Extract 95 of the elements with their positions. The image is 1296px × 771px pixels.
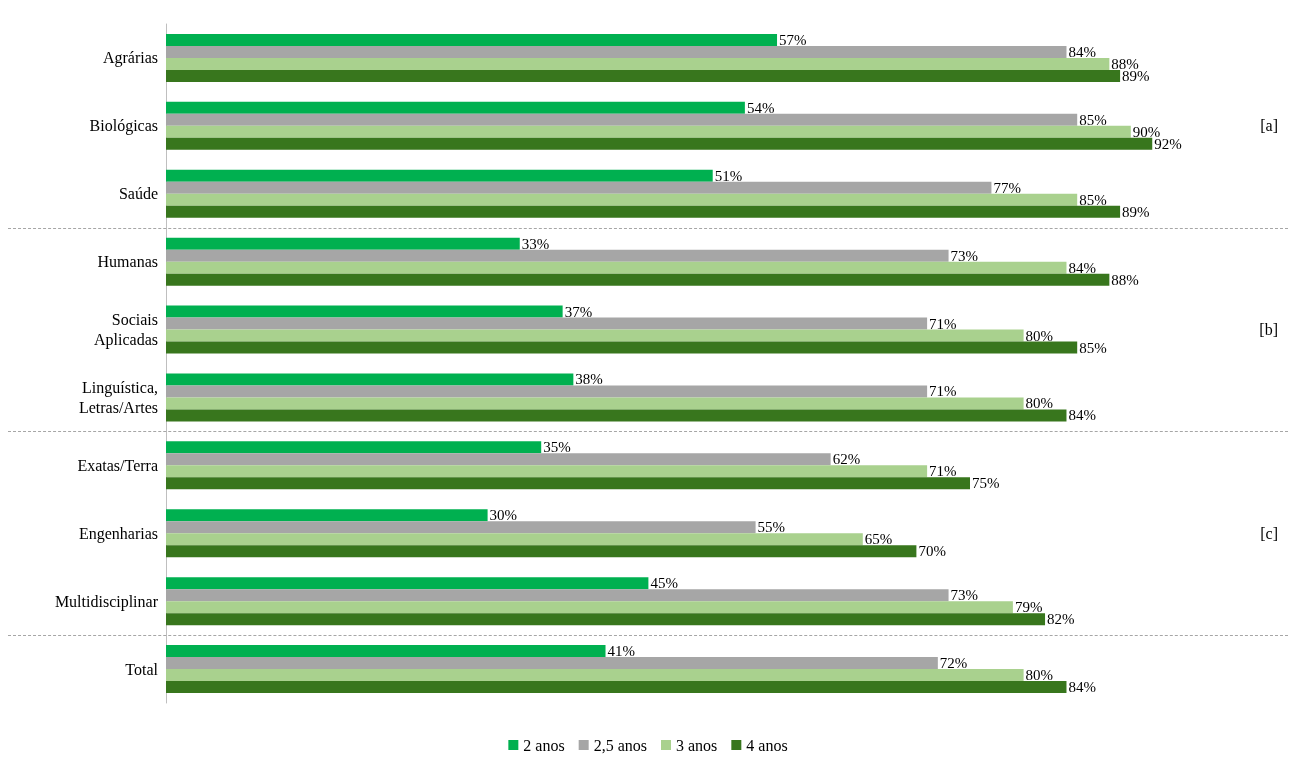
data-label: 90%	[1132, 123, 1161, 140]
y-tick-label: Multidisciplinar	[54, 592, 159, 611]
data-label: 88%	[1111, 271, 1139, 288]
data-label: 88%	[1111, 55, 1139, 72]
bar	[166, 601, 1013, 614]
text: [b]	[1259, 321, 1278, 339]
data-label: 73%	[950, 247, 979, 264]
data-label: 80%	[1025, 667, 1054, 684]
bar	[166, 249, 949, 262]
data-label: 30%	[489, 507, 518, 524]
y-tick-label: Exatas/Terra	[77, 456, 158, 474]
data-label: 85%	[1079, 339, 1107, 356]
bar	[166, 137, 1153, 150]
legend-label: 2 anos	[523, 736, 565, 754]
data-label: 73%	[950, 587, 979, 604]
data-label: 51%	[714, 167, 743, 184]
bar	[166, 577, 649, 590]
bar	[166, 261, 1067, 274]
bar	[166, 533, 863, 546]
bar	[166, 181, 992, 194]
bar	[166, 193, 1078, 206]
data-label: 77%	[993, 179, 1021, 196]
bar	[166, 341, 1078, 354]
data-label: 57%	[779, 31, 807, 48]
legend-label: 3 anos	[676, 736, 718, 754]
bar	[166, 409, 1067, 422]
bar	[166, 373, 574, 386]
bar	[166, 273, 1110, 286]
data-label: 33%	[521, 235, 550, 252]
y-tick-label: Sociais Aplicadas	[94, 311, 158, 350]
data-label: 55%	[757, 519, 786, 536]
bar	[166, 521, 756, 534]
data-label: 84%	[1068, 407, 1096, 424]
bar	[166, 329, 1024, 342]
text: [c]	[1260, 524, 1278, 542]
y-tick-label: Humanas	[97, 253, 158, 271]
data-label: 35%	[543, 439, 571, 456]
data-label: 71%	[929, 463, 957, 480]
legend-label: 2,5 anos	[593, 736, 647, 754]
data-label: 38%	[575, 371, 603, 388]
y-tick-label: Biológicas	[89, 117, 158, 136]
bar	[166, 645, 606, 658]
data-label: 84%	[1068, 679, 1096, 696]
bar	[166, 45, 1067, 58]
data-label: 41%	[607, 643, 636, 660]
data-label: 89%	[1122, 203, 1150, 220]
bar	[166, 237, 520, 250]
data-label: 72%	[939, 655, 968, 672]
bar	[166, 545, 917, 558]
bar	[166, 453, 831, 466]
data-label: 75%	[972, 475, 1000, 492]
data-label: 70%	[918, 543, 946, 560]
y-tick-label: Linguística, Letras/Artes	[78, 378, 158, 416]
bar	[166, 57, 1110, 70]
bar	[166, 69, 1121, 82]
bar	[166, 657, 938, 670]
data-label: 84%	[1068, 259, 1096, 276]
bar	[166, 113, 1078, 126]
data-label: 71%	[929, 315, 957, 332]
data-label: 80%	[1025, 395, 1054, 412]
y-tick-label: Engenharias	[78, 524, 158, 543]
bar	[166, 385, 928, 398]
y-tick-label: Agrárias	[102, 49, 158, 68]
bar	[166, 465, 928, 478]
data-label: 80%	[1025, 327, 1054, 344]
bar	[166, 205, 1121, 218]
data-label: 79%	[1014, 599, 1043, 616]
y-tick-label: Total	[125, 660, 159, 678]
bar	[166, 613, 1046, 626]
data-label: 65%	[864, 531, 893, 548]
bar	[166, 305, 563, 318]
bar	[166, 317, 928, 330]
data-label: 62%	[832, 451, 861, 468]
bar	[166, 477, 970, 490]
bar	[166, 509, 488, 522]
bar	[166, 681, 1067, 694]
bar	[166, 589, 949, 602]
data-label: 45%	[650, 575, 678, 592]
bar	[166, 125, 1131, 138]
legend-label: 4 anos	[746, 736, 788, 754]
bar	[166, 169, 713, 182]
data-label: 82%	[1047, 611, 1075, 628]
data-label: 37%	[564, 303, 593, 320]
data-label: 85%	[1079, 111, 1107, 128]
data-label: 54%	[746, 99, 775, 116]
bar	[166, 669, 1024, 682]
data-label: 71%	[929, 383, 957, 400]
bar	[166, 33, 778, 46]
bar	[166, 101, 745, 114]
data-label: 84%	[1068, 43, 1096, 60]
bar	[166, 441, 542, 454]
bar	[166, 397, 1024, 410]
data-label: 85%	[1079, 191, 1107, 208]
text: [a]	[1260, 117, 1278, 135]
y-tick-label: Saúde	[118, 185, 158, 203]
